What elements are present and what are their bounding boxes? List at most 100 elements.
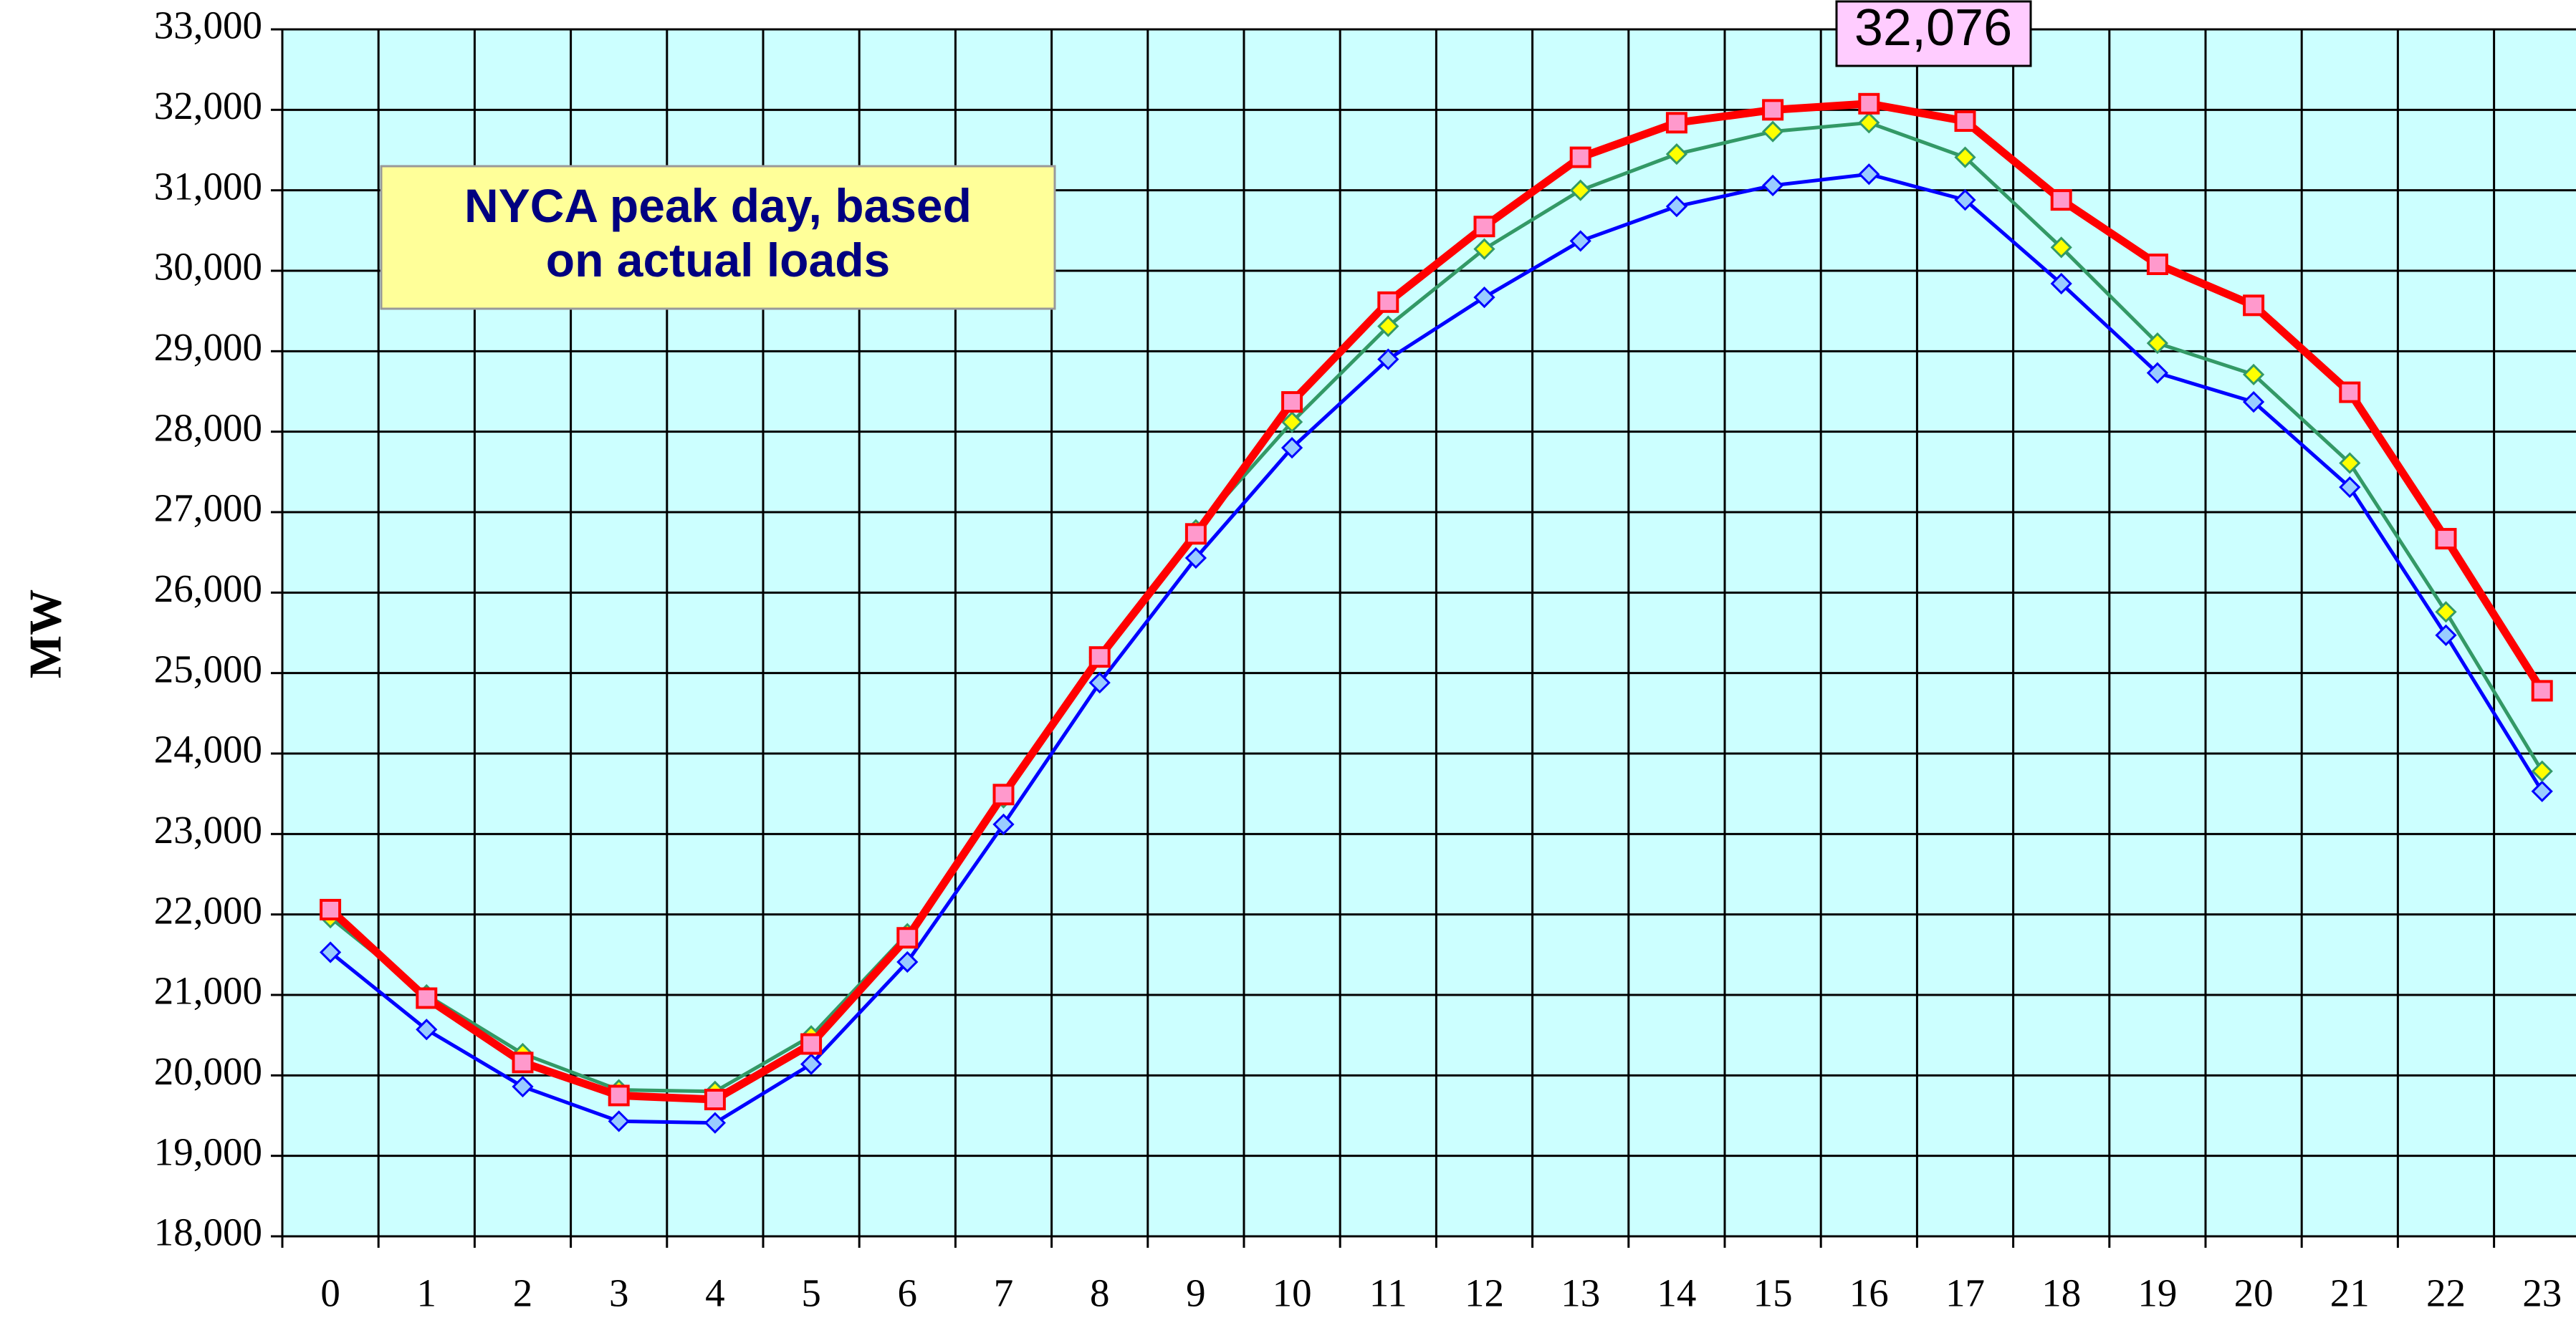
marker [608,1110,630,1132]
y-tick-label: 30,000 [154,245,262,289]
marker [608,1084,630,1107]
peak-label-box [1835,0,2032,67]
marker [2242,390,2265,413]
x-tick-label: 10 [1273,1271,1312,1315]
marker [1858,163,1880,186]
x-tick-label: 21 [2330,1271,2370,1315]
y-tick-label: 31,000 [154,164,262,208]
marker [1184,547,1207,569]
marker [896,951,919,973]
x-tick-label: 17 [1945,1271,1985,1315]
marker [2531,680,2553,702]
y-tick-label: 23,000 [154,808,262,852]
note-line: NYCA peak day, based [464,179,972,232]
note-text: NYCA peak day, based on actual loads [464,179,972,287]
x-tick-label: 14 [1657,1271,1696,1315]
y-tick-label: 25,000 [154,647,262,691]
series-line [327,100,2546,1104]
x-tick-label: 0 [320,1271,340,1315]
marker [1473,216,1495,238]
x-tick-label: 5 [801,1271,821,1315]
marker [1665,196,1688,218]
marker [1569,146,1591,168]
y-tick-label: 29,000 [154,325,262,369]
marker [416,1019,438,1041]
series-line [329,120,2544,1094]
marker [1473,238,1495,260]
marker [1184,523,1207,545]
marker [2243,294,2265,317]
x-tick-label: 23 [2522,1271,2562,1315]
marker [896,927,919,949]
marker [1377,291,1399,313]
y-tick-label: 18,000 [154,1211,262,1254]
y-tick-label: 24,000 [154,728,262,771]
marker [2531,760,2553,782]
marker [1377,348,1399,370]
x-tick-label: 13 [1561,1271,1600,1315]
x-tick-label: 20 [2234,1271,2274,1315]
y-tick-label: 26,000 [154,567,262,610]
x-tick-label: 8 [1090,1271,1110,1315]
marker [1858,112,1880,134]
x-tick-label: 7 [994,1271,1014,1315]
marker [800,1033,823,1055]
note-box [380,165,1056,310]
marker [320,898,342,920]
x-tick-label: 3 [609,1271,629,1315]
marker [1761,174,1784,197]
x-tick-label: 16 [1849,1271,1889,1315]
marker [1954,189,1976,211]
marker [1569,179,1591,201]
marker [1858,92,1880,115]
marker [319,941,342,963]
marker [1088,672,1111,694]
x-tick-label: 19 [2137,1271,2177,1315]
y-tick-label: 27,000 [154,486,262,530]
y-tick-label: 21,000 [154,969,262,1013]
marker [1088,646,1111,668]
marker [416,987,438,1009]
y-tick-label: 19,000 [154,1130,262,1173]
y-tick-label: 33,000 [154,4,262,47]
y-tick-label: 32,000 [154,84,262,127]
marker [2146,362,2169,384]
x-tick-label: 11 [1369,1271,1407,1315]
x-tick-label: 9 [1186,1271,1206,1315]
marker [1665,112,1687,134]
marker [704,1089,726,1111]
marker [704,1112,727,1134]
x-tick-label: 18 [2041,1271,2081,1315]
y-tick-label: 28,000 [154,405,262,449]
marker [2531,780,2553,802]
marker [2435,624,2457,646]
marker [2435,528,2457,550]
x-tick-label: 2 [513,1271,533,1315]
marker [2146,254,2168,276]
marker [2339,381,2361,403]
marker [2339,476,2361,499]
x-tick-label: 15 [1753,1271,1793,1315]
marker [1280,437,1303,459]
marker [1473,286,1495,309]
note-line: on actual loads [546,234,890,287]
series-line [329,172,2544,1125]
marker [1377,315,1399,337]
marker [2050,189,2072,211]
x-tick-label: 22 [2426,1271,2466,1315]
y-axis-label: MW [20,590,71,678]
marker [1280,411,1303,433]
marker [1954,110,1976,133]
marker [1569,230,1591,252]
x-tick-label: 1 [417,1271,437,1315]
marker [2050,236,2072,259]
marker [992,813,1015,835]
x-tick-label: 4 [705,1271,725,1315]
y-tick-label: 22,000 [154,888,262,932]
peak-label: 32,076 [1854,0,2012,57]
marker [1665,143,1688,165]
marker [800,1053,823,1075]
marker [992,784,1015,806]
y-tick-label: 20,000 [154,1049,262,1093]
